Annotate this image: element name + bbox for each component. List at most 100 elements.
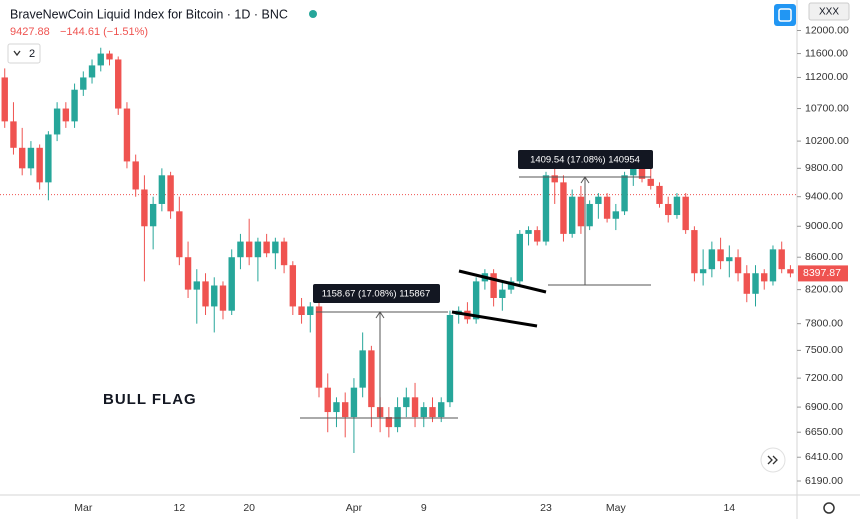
candle-body bbox=[184, 257, 192, 290]
arrow-head bbox=[375, 311, 385, 319]
candle-body bbox=[603, 196, 611, 219]
x-tick-label: Mar bbox=[74, 502, 93, 514]
y-tick-label: 7800.00 bbox=[805, 317, 843, 329]
candle-body bbox=[551, 175, 558, 183]
candle-body bbox=[45, 134, 52, 183]
icon bbox=[778, 8, 792, 22]
candle-body bbox=[71, 89, 78, 122]
candle-body bbox=[403, 397, 410, 408]
status-dot bbox=[309, 10, 317, 18]
settings-button[interactable] bbox=[823, 502, 835, 514]
candle-body bbox=[691, 230, 698, 274]
candle-body bbox=[359, 350, 366, 388]
candle-body bbox=[621, 175, 628, 212]
candle-body bbox=[350, 387, 358, 418]
y-tick-label: 10200.00 bbox=[805, 135, 849, 147]
candle-body bbox=[734, 257, 742, 274]
candle-body bbox=[280, 241, 288, 266]
candle-body bbox=[36, 147, 43, 183]
candle-body bbox=[228, 257, 235, 311]
price-change: −144.61 (−1.51%) bbox=[60, 26, 148, 38]
candle-body bbox=[586, 203, 593, 227]
candle-body bbox=[62, 108, 70, 122]
price-label-box bbox=[798, 265, 848, 282]
y-tick-label: 8600.00 bbox=[805, 251, 843, 263]
candle-body bbox=[324, 387, 331, 413]
candle-body bbox=[27, 147, 35, 169]
candle-body bbox=[717, 249, 724, 262]
candle-body bbox=[507, 281, 515, 290]
compare-button[interactable] bbox=[774, 4, 796, 26]
drawings: 1158.67 (17.08%) 115867 1409.54 (17.08%)… bbox=[103, 150, 653, 419]
x-tick-label: 9 bbox=[421, 502, 427, 514]
measure-box bbox=[313, 284, 440, 303]
y-tick-label: 9400.00 bbox=[805, 190, 843, 202]
candle-body bbox=[542, 175, 550, 242]
x-tick-label: Apr bbox=[346, 502, 363, 514]
y-tick-label: 10700.00 bbox=[805, 102, 849, 114]
candle-body bbox=[682, 196, 689, 231]
candle-body bbox=[132, 161, 139, 190]
candle-body bbox=[411, 397, 419, 418]
symbol: XXX bbox=[819, 7, 839, 18]
candle-body bbox=[499, 289, 506, 298]
candle-body bbox=[263, 241, 270, 254]
candle-body bbox=[97, 53, 104, 66]
candle-body bbox=[673, 196, 681, 216]
candle-body bbox=[394, 407, 401, 428]
symbol-box[interactable] bbox=[808, 2, 850, 21]
candle-body bbox=[289, 265, 297, 307]
candle-body bbox=[708, 249, 716, 270]
candle-body bbox=[219, 285, 227, 311]
candle-body bbox=[490, 273, 497, 298]
candle-body bbox=[202, 281, 209, 307]
candle-body bbox=[612, 211, 620, 219]
x-tick-label: May bbox=[606, 502, 627, 514]
candle-body bbox=[699, 269, 707, 274]
y-tick-label: 9000.00 bbox=[805, 220, 843, 232]
arrow-head bbox=[580, 176, 590, 184]
candle-body bbox=[752, 273, 759, 294]
candle-body bbox=[743, 273, 750, 294]
indicators-toggle[interactable] bbox=[7, 43, 41, 64]
candle-body bbox=[638, 168, 646, 179]
candle-body bbox=[307, 306, 314, 315]
x-tick-label: 14 bbox=[723, 502, 735, 514]
candle-body bbox=[193, 281, 200, 290]
candle-body bbox=[534, 230, 541, 242]
chevron bbox=[13, 50, 21, 57]
indicator-count: 2 bbox=[29, 48, 35, 60]
candle-body bbox=[106, 53, 113, 60]
y-tick-label: 6650.00 bbox=[805, 426, 843, 438]
candle-body bbox=[149, 203, 157, 227]
candle-body bbox=[167, 175, 174, 212]
flag-line bbox=[451, 310, 538, 328]
scroll-button[interactable] bbox=[760, 447, 786, 473]
candle-body bbox=[726, 257, 733, 262]
candle-body bbox=[158, 175, 166, 204]
candle-body bbox=[115, 59, 122, 109]
icon bbox=[767, 455, 778, 465]
candle-body bbox=[80, 77, 87, 90]
candle-body bbox=[647, 178, 654, 186]
y-tick-label: 11200.00 bbox=[805, 71, 848, 83]
candle-body bbox=[778, 249, 785, 270]
y-tick-label: 6190.00 bbox=[805, 475, 843, 487]
candle-body bbox=[525, 230, 532, 234]
candle-body bbox=[245, 241, 253, 258]
candle-body bbox=[420, 407, 427, 418]
price-label: 8397.87 bbox=[803, 267, 841, 279]
candle-body bbox=[10, 121, 17, 148]
candle-body bbox=[446, 314, 454, 403]
candle-body bbox=[272, 241, 279, 254]
candle-body bbox=[368, 350, 375, 408]
flag-line bbox=[458, 269, 547, 294]
y-tick-label: 9800.00 bbox=[805, 162, 843, 174]
x-tick-label: 23 bbox=[540, 502, 552, 514]
candle-body bbox=[568, 196, 576, 234]
candle-body bbox=[769, 249, 777, 282]
chart-title: BraveNewCoin Liquid Index for Bitcoin · … bbox=[10, 7, 288, 21]
candle-body bbox=[298, 306, 305, 315]
